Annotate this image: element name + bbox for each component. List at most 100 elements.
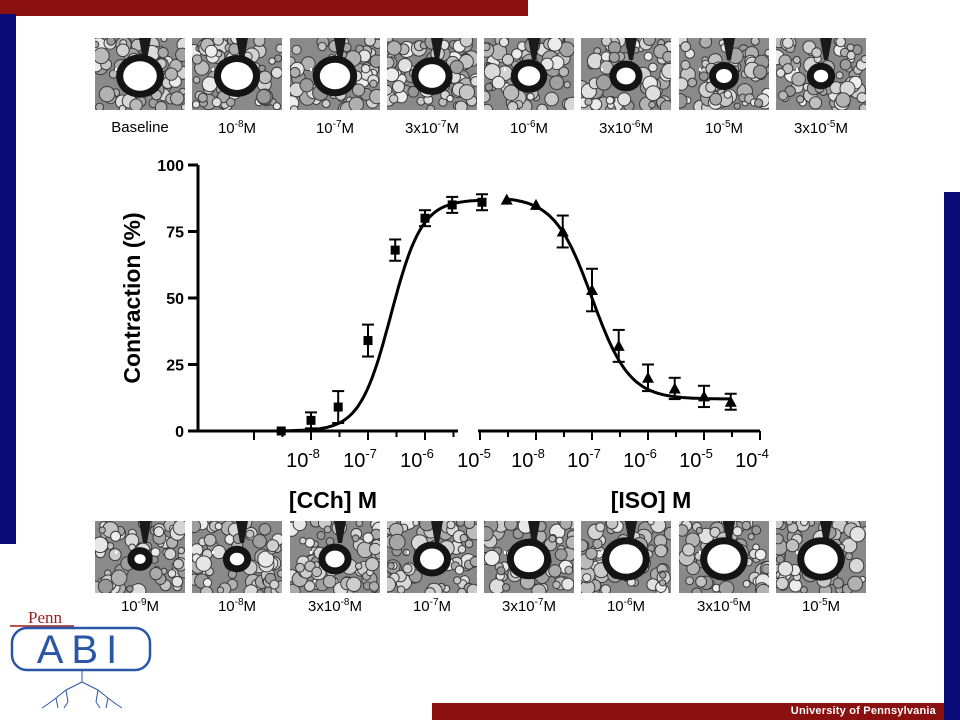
data-point-triangle xyxy=(586,284,598,296)
x-tick-exponent: -6 xyxy=(422,446,434,461)
data-point-square xyxy=(333,402,343,412)
concentration-unit: M xyxy=(730,120,744,137)
x-tick-base: 10 xyxy=(343,450,365,472)
data-point-triangle xyxy=(530,198,542,210)
concentration-label: 3x10-5M xyxy=(773,119,869,137)
x-tick-base: 10 xyxy=(511,450,533,472)
fit-curve xyxy=(506,197,731,401)
lung-icon xyxy=(41,670,123,709)
concentration-unit: M xyxy=(341,120,355,137)
airway-micrograph xyxy=(290,38,380,110)
concentration-base: Baseline xyxy=(111,119,169,136)
logo-penn-text: Penn xyxy=(28,608,63,627)
airway-micrograph xyxy=(387,38,477,110)
concentration-label: 3x10-6M xyxy=(578,119,674,137)
concentration-label: 10-6M xyxy=(481,119,577,137)
airway-micrograph xyxy=(581,38,671,110)
x-tick-exponent: -6 xyxy=(645,446,657,461)
data-point-triangle xyxy=(500,193,513,205)
concentration-label: 10-8M xyxy=(189,597,285,615)
concentration-base: 10 xyxy=(704,120,722,137)
concentration-unit: M xyxy=(835,120,848,137)
x-tick-label: 10-5 xyxy=(679,446,713,472)
data-point-square xyxy=(363,336,373,346)
x-tick-exponent: -7 xyxy=(589,446,601,461)
right-accent-bar xyxy=(944,192,960,720)
concentration-unit: M xyxy=(543,598,556,615)
airway-micrograph xyxy=(776,521,866,593)
x-tick-base: 10 xyxy=(457,450,479,472)
logo-frame xyxy=(10,626,152,672)
concentration-label: Baseline xyxy=(92,119,188,136)
y-tick-label: 25 xyxy=(166,358,184,375)
concentration-label: 10-7M xyxy=(384,597,480,615)
x-tick-base: 10 xyxy=(735,450,757,472)
x-tick-base: 10 xyxy=(400,450,422,472)
concentration-label: 10-5M xyxy=(773,597,869,615)
x-tick-label: 10-5 xyxy=(457,446,491,472)
airway-micrograph xyxy=(679,521,769,593)
concentration-exponent: -5 xyxy=(818,597,828,608)
top-accent-bar xyxy=(0,0,528,16)
concentration-unit: M xyxy=(738,598,751,615)
concentration-unit: M xyxy=(827,598,841,615)
x-tick-exponent: -5 xyxy=(701,446,713,461)
concentration-base: 3x10 xyxy=(308,598,341,615)
concentration-base: 3x10 xyxy=(794,120,827,137)
concentration-label: 3x10-7M xyxy=(481,597,577,615)
data-point-triangle xyxy=(642,371,654,383)
concentration-base: 10 xyxy=(217,120,235,137)
x-tick-base: 10 xyxy=(679,450,701,472)
data-point-triangle xyxy=(724,395,737,407)
data-point-triangle xyxy=(668,382,681,394)
concentration-label: 10-8M xyxy=(189,119,285,137)
fit-curve xyxy=(281,198,483,433)
concentration-base: 10 xyxy=(606,598,624,615)
concentration-unit: M xyxy=(640,120,653,137)
airway-micrograph xyxy=(679,38,769,110)
concentration-base: 10 xyxy=(120,598,138,615)
concentration-label: 10-7M xyxy=(287,119,383,137)
airway-micrograph xyxy=(484,38,574,110)
concentration-exponent: -6 xyxy=(729,597,739,608)
x-tick-base: 10 xyxy=(286,450,308,472)
concentration-label: 3x10-8M xyxy=(287,597,383,615)
top-micrograph-row xyxy=(0,38,960,110)
data-point-square xyxy=(447,200,457,210)
concentration-unit: M xyxy=(446,120,459,137)
concentration-unit: M xyxy=(243,598,257,615)
y-tick-label: 75 xyxy=(166,225,184,242)
x-tick-exponent: -7 xyxy=(365,446,377,461)
concentration-base: 10 xyxy=(217,598,235,615)
airway-micrograph xyxy=(290,521,380,593)
data-point-square xyxy=(390,245,400,255)
concentration-label: 3x10-7M xyxy=(384,119,480,137)
concentration-exponent: -8 xyxy=(234,597,244,608)
airway-micrograph xyxy=(192,38,282,110)
concentration-unit: M xyxy=(632,598,646,615)
concentration-base: 10 xyxy=(801,598,819,615)
concentration-base: 10 xyxy=(412,598,430,615)
x-tick-exponent: -8 xyxy=(308,446,320,461)
data-point-square xyxy=(276,426,286,436)
top-concentration-labels: Baseline 10-8M 10-7M 3x10-7M 10-6M 3x10-6M 10-… xyxy=(0,119,960,141)
concentration-exponent: -6 xyxy=(623,597,633,608)
x-tick-label: 10-8 xyxy=(286,446,320,472)
concentration-base: 10 xyxy=(509,120,527,137)
concentration-base: 3x10 xyxy=(697,598,730,615)
x-tick-label: 10-6 xyxy=(623,446,657,472)
x-axis-label: [ISO] M xyxy=(611,487,692,513)
airway-micrograph xyxy=(387,521,477,593)
concentration-base: 3x10 xyxy=(599,120,632,137)
penn-abi-logo: Penn ABI xyxy=(8,606,158,710)
concentration-exponent: -6 xyxy=(631,119,641,130)
concentration-exponent: -7 xyxy=(332,119,342,130)
concentration-exponent: -9 xyxy=(137,597,147,608)
concentration-unit: M xyxy=(438,598,452,615)
data-point-square xyxy=(477,197,487,207)
concentration-exponent: -6 xyxy=(526,119,536,130)
concentration-exponent: -5 xyxy=(721,119,731,130)
logo-abi-text: ABI xyxy=(37,628,125,672)
x-tick-exponent: -4 xyxy=(757,446,769,461)
